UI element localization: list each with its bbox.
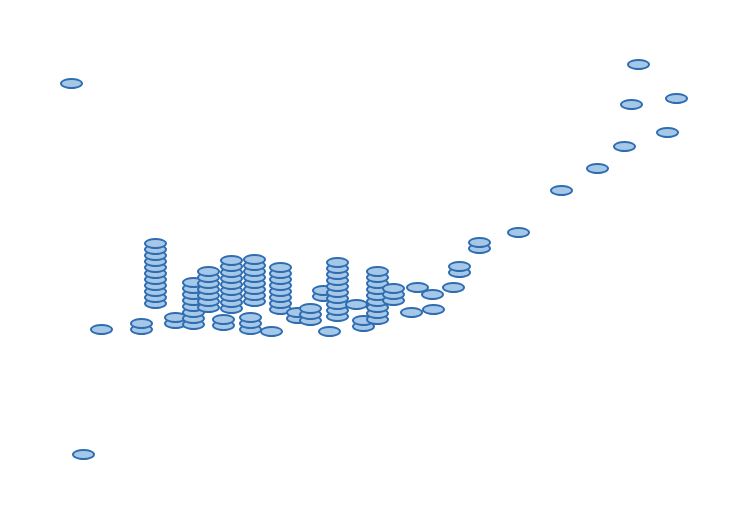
data-disc bbox=[627, 59, 650, 70]
data-disc bbox=[299, 303, 322, 314]
data-disc bbox=[507, 227, 530, 238]
data-disc bbox=[345, 299, 368, 310]
data-disc bbox=[468, 237, 491, 248]
data-disc bbox=[243, 254, 266, 265]
data-disc bbox=[442, 282, 465, 293]
data-disc bbox=[318, 326, 341, 337]
data-disc bbox=[366, 266, 389, 277]
data-disc bbox=[269, 262, 292, 273]
data-disc bbox=[90, 324, 113, 335]
data-disc bbox=[239, 312, 262, 323]
data-disc bbox=[665, 93, 688, 104]
data-disc bbox=[620, 99, 643, 110]
data-disc bbox=[130, 318, 153, 329]
data-disc bbox=[448, 261, 471, 272]
data-disc bbox=[382, 283, 405, 294]
data-disc bbox=[421, 289, 444, 300]
data-disc bbox=[197, 266, 220, 277]
data-disc bbox=[656, 127, 679, 138]
data-disc bbox=[400, 307, 423, 318]
data-disc bbox=[220, 255, 243, 266]
data-disc bbox=[72, 449, 95, 460]
data-disc bbox=[212, 314, 235, 325]
data-disc bbox=[550, 185, 573, 196]
chart-area bbox=[0, 0, 730, 530]
data-disc bbox=[60, 78, 83, 89]
data-disc bbox=[613, 141, 636, 152]
data-disc bbox=[422, 304, 445, 315]
data-disc bbox=[326, 257, 349, 268]
data-disc bbox=[144, 238, 167, 249]
data-disc bbox=[260, 326, 283, 337]
data-disc bbox=[586, 163, 609, 174]
